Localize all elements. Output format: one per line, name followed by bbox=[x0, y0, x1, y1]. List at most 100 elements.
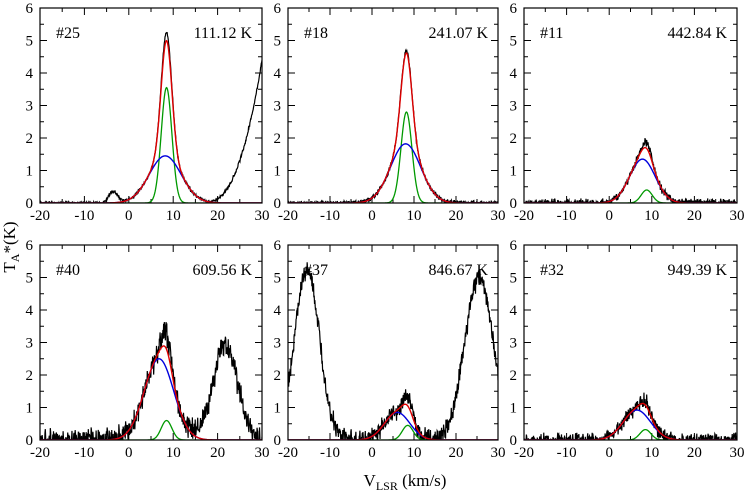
x-tick-label: 30 bbox=[730, 208, 745, 224]
panel-id-label: #11 bbox=[540, 25, 563, 42]
y-axis-label-rest: *(K) bbox=[0, 221, 19, 253]
y-tick-label: 6 bbox=[510, 1, 518, 17]
y-tick-label: 0 bbox=[26, 433, 34, 449]
narrow-component-line bbox=[288, 111, 498, 203]
y-tick-label: 2 bbox=[510, 368, 518, 384]
total-fit-line bbox=[288, 403, 498, 440]
observed-spectrum-line bbox=[288, 262, 498, 440]
y-tick-label: 0 bbox=[26, 196, 34, 212]
x-tick-label: 10 bbox=[407, 445, 422, 461]
panel-id-label: #40 bbox=[56, 262, 80, 279]
narrow-component-line bbox=[40, 86, 262, 203]
y-tick-label: 1 bbox=[26, 401, 34, 417]
y-tick-label: 5 bbox=[274, 34, 282, 50]
y-tick-label: 1 bbox=[26, 164, 34, 180]
y-tick-label: 5 bbox=[510, 271, 518, 287]
observed-spectrum-line bbox=[288, 48, 498, 203]
temperature-label: 949.39 K bbox=[667, 262, 727, 279]
x-tick-label: 30 bbox=[730, 445, 745, 461]
temperature-label: 609.56 K bbox=[192, 262, 252, 279]
x-tick-label: -10 bbox=[74, 208, 94, 224]
x-tick-label: 20 bbox=[687, 445, 702, 461]
temperature-label: 442.84 K bbox=[667, 25, 727, 42]
y-tick-label: 5 bbox=[26, 34, 34, 50]
y-tick-label: 4 bbox=[274, 66, 282, 82]
y-tick-label: 2 bbox=[26, 368, 34, 384]
panel-id-label: #32 bbox=[540, 262, 564, 279]
x-tick-label: -20 bbox=[30, 208, 50, 224]
x-tick-label: 10 bbox=[166, 445, 181, 461]
y-tick-label: 4 bbox=[274, 303, 282, 319]
y-tick-label: 2 bbox=[26, 131, 34, 147]
broad-component-line bbox=[524, 158, 737, 203]
y-tick-label: 6 bbox=[274, 1, 282, 17]
x-tick-label: -20 bbox=[514, 208, 534, 224]
y-tick-label: 0 bbox=[274, 196, 282, 212]
y-tick-label: 5 bbox=[26, 271, 34, 287]
y-tick-label: 0 bbox=[274, 433, 282, 449]
total-fit-line bbox=[288, 52, 498, 203]
x-tick-label: 30 bbox=[255, 208, 270, 224]
y-tick-label: 1 bbox=[274, 164, 282, 180]
plot-frame bbox=[523, 7, 738, 204]
y-tick-label: 3 bbox=[26, 336, 34, 352]
y-axis-label-main: T bbox=[0, 262, 19, 273]
y-tick-label: 4 bbox=[510, 66, 518, 82]
panel-11: -20 -10 0 10 20 30 0 1 2 3 4 5 6 #11 442.84 K bbox=[510, 1, 745, 224]
y-tick-label: 0 bbox=[510, 196, 518, 212]
x-tick-label: 20 bbox=[449, 445, 464, 461]
x-tick-label: -20 bbox=[278, 445, 298, 461]
y-tick-label: 2 bbox=[274, 368, 282, 384]
y-tick-label: 1 bbox=[510, 164, 518, 180]
curves bbox=[524, 138, 737, 203]
panel-id-label: #37 bbox=[304, 262, 328, 279]
x-tick-label: 30 bbox=[491, 208, 506, 224]
x-tick-label: 20 bbox=[687, 208, 702, 224]
x-axis-label-rest: (km/s) bbox=[398, 471, 447, 490]
y-tick-label: 3 bbox=[274, 336, 282, 352]
total-fit-line bbox=[40, 345, 262, 440]
y-tick-label: 3 bbox=[26, 99, 34, 115]
x-tick-label: -10 bbox=[557, 208, 577, 224]
y-tick-label: 1 bbox=[274, 401, 282, 417]
panel-40: -20 -10 0 10 20 30 0 1 2 3 4 5 6 #40 609.56 K bbox=[26, 238, 270, 461]
x-tick-label: 30 bbox=[491, 445, 506, 461]
y-tick-label: 2 bbox=[274, 131, 282, 147]
y-tick-label: 6 bbox=[26, 238, 34, 254]
plot-frame bbox=[523, 244, 738, 441]
x-tick-label: 10 bbox=[407, 208, 422, 224]
x-tick-label: -20 bbox=[30, 445, 50, 461]
y-tick-label: 1 bbox=[510, 401, 518, 417]
x-tick-label: 20 bbox=[449, 208, 464, 224]
temperature-label: 111.12 K bbox=[194, 25, 253, 42]
y-axis-label-sub: A bbox=[8, 253, 22, 262]
panel-id-label: #18 bbox=[304, 25, 328, 42]
x-tick-label: 20 bbox=[210, 208, 225, 224]
x-axis-label: VLSR (km/s) bbox=[364, 471, 447, 493]
y-tick-label: 5 bbox=[510, 34, 518, 50]
x-tick-label: 0 bbox=[605, 445, 613, 461]
y-tick-label: 3 bbox=[510, 336, 518, 352]
curves bbox=[288, 48, 498, 203]
x-tick-label: 0 bbox=[368, 445, 376, 461]
x-tick-label: -20 bbox=[278, 208, 298, 224]
x-tick-label: 0 bbox=[125, 445, 133, 461]
temperature-label: 846.67 K bbox=[428, 262, 488, 279]
broad-component-line bbox=[40, 155, 262, 203]
y-tick-label: 3 bbox=[510, 99, 518, 115]
x-tick-label: 10 bbox=[644, 445, 659, 461]
x-tick-label: 0 bbox=[605, 208, 613, 224]
y-tick-label: 4 bbox=[510, 303, 518, 319]
observed-spectrum-line bbox=[524, 392, 737, 440]
x-tick-label: -10 bbox=[557, 445, 577, 461]
x-axis-label-sub: LSR bbox=[376, 479, 398, 493]
plot-frame bbox=[39, 7, 263, 204]
y-tick-label: 6 bbox=[26, 1, 34, 17]
x-tick-label: -20 bbox=[514, 445, 534, 461]
temperature-label: 241.07 K bbox=[428, 25, 488, 42]
panel-18: -20 -10 0 10 20 30 0 1 2 3 4 5 6 #18 241.07 K bbox=[274, 1, 506, 224]
x-tick-label: 30 bbox=[255, 445, 270, 461]
y-axis-label: TA*(K) bbox=[0, 221, 22, 272]
x-tick-label: 0 bbox=[368, 208, 376, 224]
